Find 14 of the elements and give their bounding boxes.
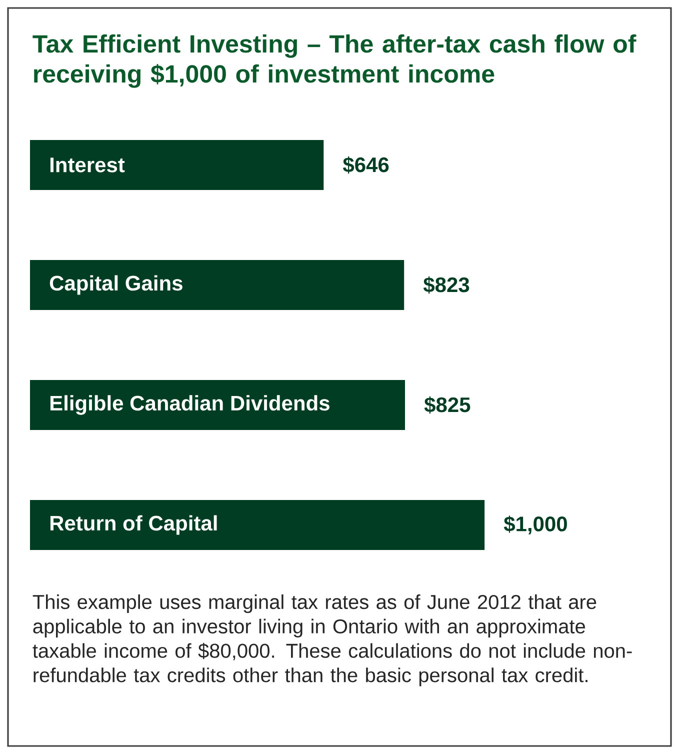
y-tick-label: Eligible Canadian Dividends bbox=[50, 395, 330, 415]
text: This example uses marginal tax rates as of June 2012 that are applicable to an investor living in Ontario with an approximate taxable income of $80,000. These calculations do not include non-refundable tax credits other than the basic personal tax credit. bbox=[32, 594, 632, 686]
y-tick-label: Interest bbox=[50, 158, 125, 172]
bar bbox=[30, 380, 405, 430]
bar bbox=[30, 140, 324, 190]
bar bbox=[30, 500, 485, 550]
data-label: $1,000 bbox=[504, 516, 567, 534]
data-label: $646 bbox=[342, 156, 389, 174]
chart-title: Tax Efficient Investing – The after-tax cash flow of receiving $1,000 of investment income bbox=[32, 34, 636, 88]
y-tick-label: Return of Capital bbox=[50, 515, 217, 535]
data-label: $825 bbox=[424, 396, 470, 414]
bar bbox=[30, 260, 404, 310]
y-tick-label: Capital Gains bbox=[50, 275, 182, 295]
data-label: $823 bbox=[423, 276, 470, 294]
